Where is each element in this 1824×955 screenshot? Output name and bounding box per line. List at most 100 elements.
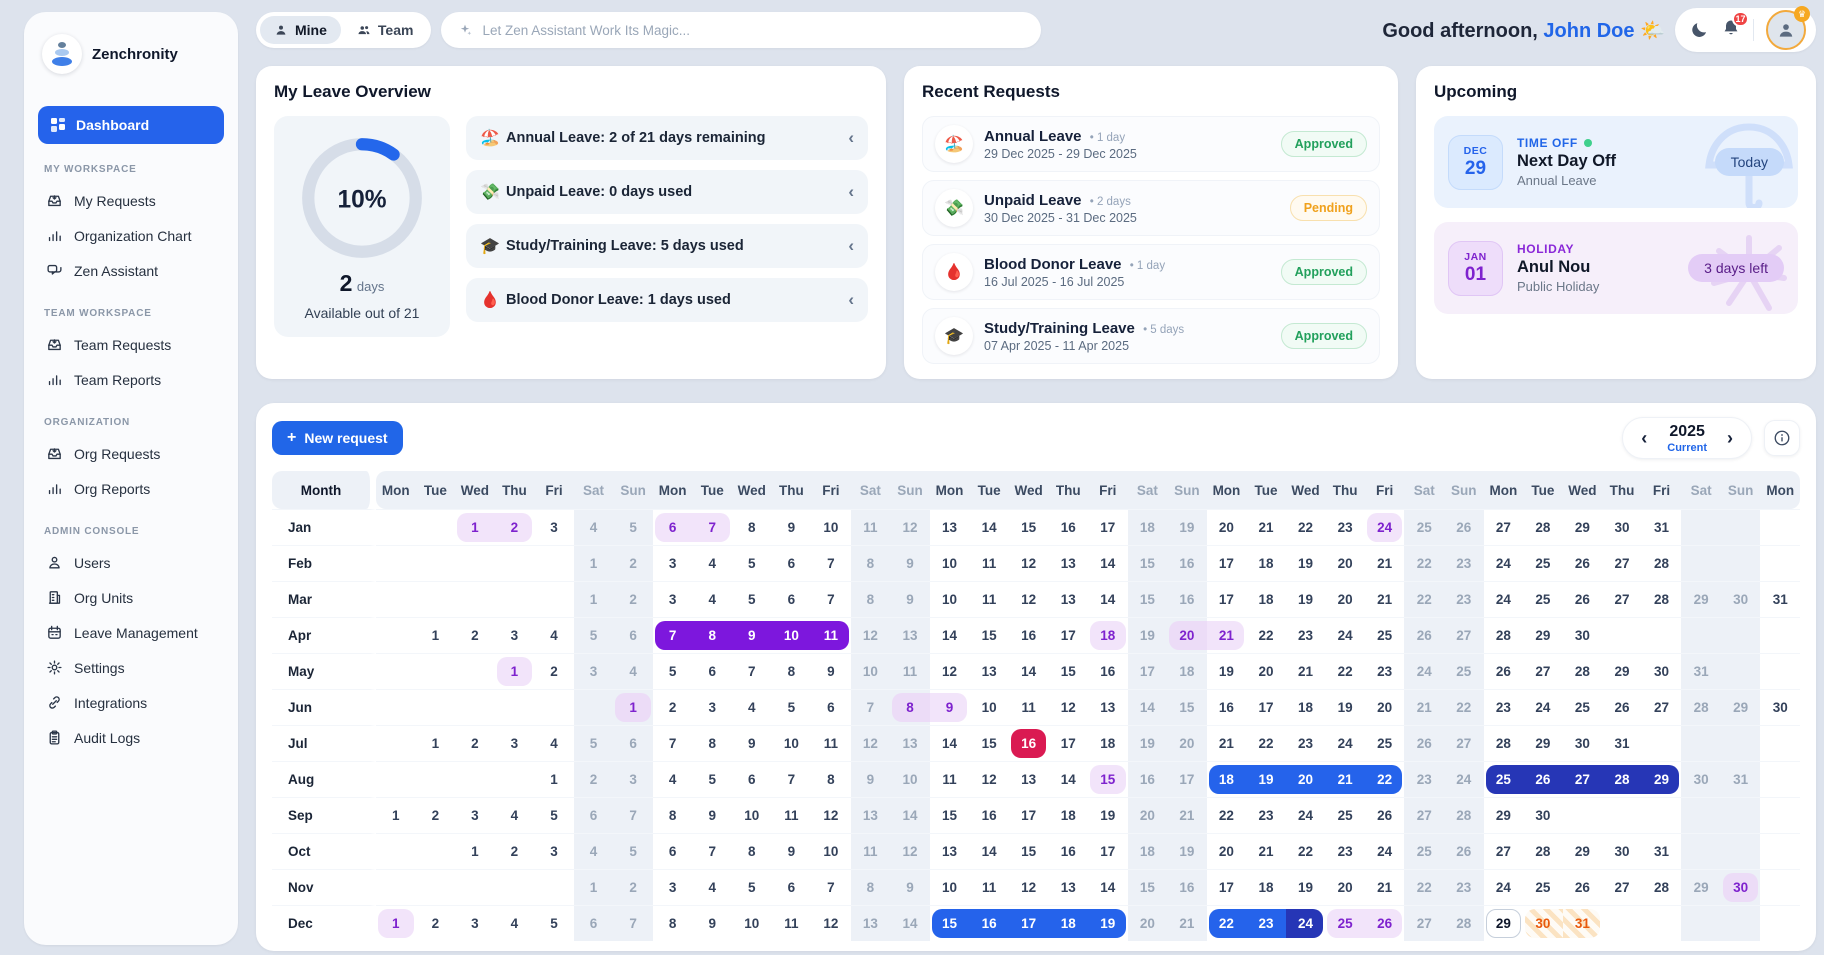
calendar-day[interactable]: 2: [613, 545, 653, 581]
calendar-day[interactable]: 31: [1681, 653, 1721, 689]
sidebar-item-integrations[interactable]: Integrations: [38, 685, 224, 720]
calendar-day[interactable]: 11: [969, 545, 1009, 581]
calendar-day[interactable]: 8: [692, 617, 732, 653]
calendar-day[interactable]: 6: [573, 797, 614, 833]
calendar-day[interactable]: 17: [1088, 509, 1128, 545]
calendar-day[interactable]: 28: [1483, 617, 1524, 653]
calendar-day[interactable]: 2: [415, 905, 456, 941]
calendar-day[interactable]: 29: [1483, 797, 1524, 833]
calendar-day[interactable]: 13: [929, 833, 970, 869]
calendar-day[interactable]: 7: [692, 833, 732, 869]
calendar-day[interactable]: 30: [1562, 617, 1603, 653]
calendar-day[interactable]: 7: [613, 797, 653, 833]
calendar-day[interactable]: 11: [969, 869, 1009, 905]
calendar-day[interactable]: 25: [1523, 545, 1563, 581]
calendar-day[interactable]: 11: [929, 761, 970, 797]
calendar-day[interactable]: 9: [890, 869, 930, 905]
calendar-day[interactable]: 4: [692, 545, 732, 581]
calendar-day[interactable]: 19: [1206, 653, 1247, 689]
calendar-day[interactable]: 10: [771, 617, 812, 653]
calendar-day[interactable]: 1: [494, 653, 535, 689]
calendar-day[interactable]: 31: [1602, 725, 1642, 761]
calendar-day[interactable]: 29: [1681, 581, 1721, 617]
request-row[interactable]: 💸 Unpaid Leave • 2 days 30 Dec 2025 - 31 D…: [922, 180, 1380, 236]
calendar-day[interactable]: 8: [811, 761, 851, 797]
calendar-day[interactable]: 4: [692, 869, 732, 905]
dark-mode-moon-icon[interactable]: [1689, 20, 1709, 40]
calendar-day[interactable]: 10: [850, 653, 891, 689]
calendar-info-button[interactable]: [1764, 420, 1800, 456]
calendar-day[interactable]: 2: [573, 761, 614, 797]
calendar-day[interactable]: 6: [613, 617, 653, 653]
calendar-day[interactable]: 9: [732, 617, 772, 653]
calendar-day[interactable]: 13: [850, 905, 891, 941]
calendar-day[interactable]: 8: [732, 509, 772, 545]
calendar-day[interactable]: 20: [1127, 905, 1168, 941]
calendar-day[interactable]: 3: [455, 797, 495, 833]
calendar-day[interactable]: 12: [969, 761, 1009, 797]
calendar-day[interactable]: 21: [1206, 725, 1247, 761]
calendar-day[interactable]: 21: [1246, 833, 1286, 869]
calendar-day[interactable]: 18: [1246, 869, 1286, 905]
calendar-day[interactable]: 7: [613, 905, 653, 941]
calendar-day[interactable]: 24: [1483, 581, 1524, 617]
calendar-day[interactable]: 3: [494, 725, 535, 761]
calendar-day[interactable]: 29: [1720, 689, 1761, 725]
calendar-day[interactable]: 25: [1325, 797, 1365, 833]
calendar-day[interactable]: 5: [732, 869, 772, 905]
calendar-day[interactable]: 23: [1444, 545, 1484, 581]
calendar-day[interactable]: 19: [1088, 797, 1128, 833]
calendar-day[interactable]: 7: [692, 509, 732, 545]
calendar-day[interactable]: 5: [573, 725, 614, 761]
calendar-day[interactable]: 29: [1641, 761, 1682, 797]
calendar-day[interactable]: 14: [1088, 581, 1128, 617]
calendar-day[interactable]: 6: [771, 545, 812, 581]
sidebar-item-my-requests[interactable]: My Requests: [38, 183, 224, 218]
sidebar-item-settings[interactable]: Settings: [38, 650, 224, 685]
calendar-day[interactable]: 28: [1483, 725, 1524, 761]
calendar-day[interactable]: 7: [652, 725, 693, 761]
calendar-day[interactable]: 29: [1523, 725, 1563, 761]
calendar-day[interactable]: 28: [1641, 869, 1682, 905]
calendar-day[interactable]: 4: [573, 833, 614, 869]
sidebar-item-org-reports[interactable]: Org Reports: [38, 471, 224, 506]
calendar-day[interactable]: 12: [1048, 689, 1088, 725]
calendar-day[interactable]: 27: [1602, 581, 1642, 617]
calendar-day[interactable]: 3: [652, 545, 693, 581]
calendar-day[interactable]: 19: [1167, 509, 1207, 545]
calendar-day[interactable]: 8: [850, 581, 891, 617]
calendar-day[interactable]: 24: [1364, 509, 1405, 545]
calendar-day[interactable]: 26: [1562, 545, 1603, 581]
calendar-day[interactable]: 13: [1048, 545, 1088, 581]
calendar-day[interactable]: 5: [534, 797, 574, 833]
calendar-day[interactable]: 27: [1444, 725, 1484, 761]
calendar-day[interactable]: 27: [1483, 509, 1524, 545]
calendar-day[interactable]: 31: [1641, 509, 1682, 545]
calendar-day[interactable]: 12: [1008, 869, 1049, 905]
calendar-day[interactable]: 1: [573, 869, 614, 905]
calendar-day[interactable]: 24: [1364, 833, 1405, 869]
calendar-day[interactable]: 25: [1364, 617, 1405, 653]
calendar-day[interactable]: 13: [1008, 761, 1049, 797]
calendar-day[interactable]: 20: [1167, 617, 1207, 653]
calendar-day[interactable]: 12: [850, 725, 891, 761]
calendar-day[interactable]: 20: [1325, 581, 1365, 617]
calendar-day[interactable]: 18: [1285, 689, 1326, 725]
calendar-day[interactable]: 11: [890, 653, 930, 689]
calendar-day[interactable]: 1: [455, 509, 495, 545]
calendar-day[interactable]: 15: [969, 617, 1009, 653]
calendar-day[interactable]: 14: [929, 725, 970, 761]
calendar-day[interactable]: 8: [771, 653, 812, 689]
calendar-day[interactable]: 17: [1048, 617, 1088, 653]
calendar-day[interactable]: 5: [732, 581, 772, 617]
calendar-day[interactable]: 13: [1088, 689, 1128, 725]
calendar-day[interactable]: 24: [1483, 869, 1524, 905]
calendar-day[interactable]: 24: [1285, 797, 1326, 833]
calendar-day[interactable]: 17: [1206, 869, 1247, 905]
calendar-day[interactable]: 29: [1562, 509, 1603, 545]
calendar-day[interactable]: 15: [1008, 833, 1049, 869]
calendar-day[interactable]: 16: [1088, 653, 1128, 689]
calendar-day[interactable]: 3: [534, 509, 574, 545]
new-request-button[interactable]: + New request: [272, 421, 403, 455]
calendar-day[interactable]: 26: [1483, 653, 1524, 689]
